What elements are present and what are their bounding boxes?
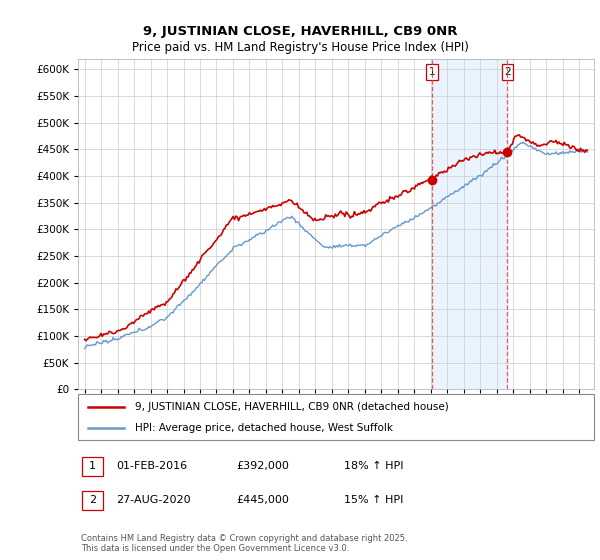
Text: 2: 2	[89, 495, 96, 505]
Text: 9, JUSTINIAN CLOSE, HAVERHILL, CB9 0NR: 9, JUSTINIAN CLOSE, HAVERHILL, CB9 0NR	[143, 25, 457, 38]
Text: 27-AUG-2020: 27-AUG-2020	[116, 495, 190, 505]
Text: £445,000: £445,000	[236, 495, 289, 505]
FancyBboxPatch shape	[78, 394, 594, 440]
Bar	[432, 59, 508, 389]
Text: 2: 2	[504, 67, 511, 77]
Text: 15% ↑ HPI: 15% ↑ HPI	[344, 495, 403, 505]
Text: HPI: Average price, detached house, West Suffolk: HPI: Average price, detached house, West…	[135, 423, 393, 433]
FancyBboxPatch shape	[82, 491, 103, 510]
Text: Contains HM Land Registry data © Crown copyright and database right 2025.
This d: Contains HM Land Registry data © Crown c…	[81, 534, 407, 553]
Text: 1: 1	[429, 67, 436, 77]
Text: 01-FEB-2016: 01-FEB-2016	[116, 461, 187, 472]
Text: 18% ↑ HPI: 18% ↑ HPI	[344, 461, 403, 472]
FancyBboxPatch shape	[82, 457, 103, 476]
Text: £392,000: £392,000	[236, 461, 289, 472]
Text: Price paid vs. HM Land Registry's House Price Index (HPI): Price paid vs. HM Land Registry's House …	[131, 41, 469, 54]
Text: 9, JUSTINIAN CLOSE, HAVERHILL, CB9 0NR (detached house): 9, JUSTINIAN CLOSE, HAVERHILL, CB9 0NR (…	[135, 402, 449, 412]
Text: 1: 1	[89, 461, 96, 472]
